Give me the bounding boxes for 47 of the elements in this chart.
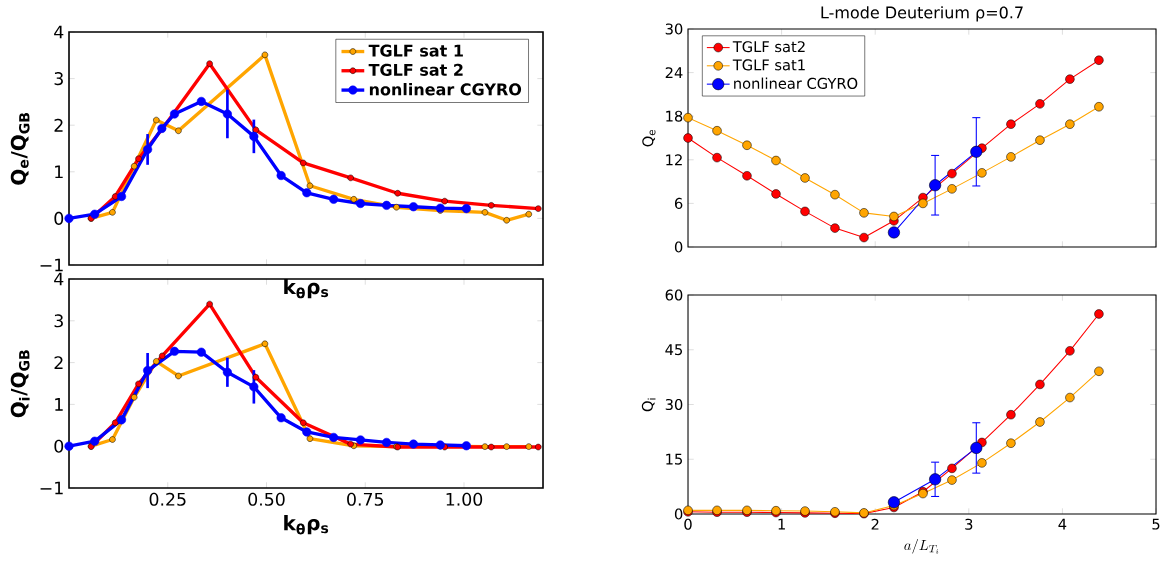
y-tick-label: 0	[54, 211, 64, 225]
y-tick-label: 12	[666, 154, 682, 166]
y-tick-label: 0	[674, 508, 683, 520]
y-tick-label: 24	[665, 67, 683, 79]
x-tick-label: 2	[871, 518, 879, 530]
y-axis-title: Q$_{e}$	[642, 129, 656, 147]
x-tick-label: 0.25	[149, 492, 186, 506]
y-tick-label: 6	[674, 197, 683, 209]
x-axis-title: k$_{θ}$ρ$_{s}$	[284, 278, 329, 299]
y-tick-label: −1	[40, 481, 63, 495]
y-axis-title: Q$_{i}$	[641, 398, 656, 412]
y-tick-label: 30	[665, 398, 683, 411]
y-tick-label: 0	[674, 241, 683, 253]
y-tick-label: 4	[54, 272, 64, 286]
y-axis-title: Q$_{i}$/Q$_{GB}$	[10, 350, 30, 418]
x-axis-title: k$_{θ}$ρ$_{s}$	[284, 514, 329, 535]
y-tick-label: 1	[55, 398, 63, 411]
y-tick-label: 4	[54, 25, 64, 39]
x-tick-label: 0.75	[347, 492, 384, 506]
x-tick-label: 1.00	[446, 492, 483, 506]
legend-label: nonlinear CGYRO	[734, 77, 858, 89]
legend-label: TGLF sat2	[732, 41, 805, 53]
y-tick-label: 60	[665, 289, 683, 301]
y-tick-label: 2	[54, 356, 63, 370]
y-tick-label: 1	[55, 165, 63, 179]
legend-label: TGLF sat 2	[368, 63, 463, 76]
x-tick-label: 3	[965, 518, 973, 530]
y-tick-label: 2	[54, 118, 63, 132]
legend-label: TGLF sat 1	[368, 44, 463, 57]
x-axis-title: $a/L_{T_i}$	[904, 538, 939, 554]
x-tick-label: 4	[1058, 518, 1067, 530]
y-tick-label: 18	[666, 110, 683, 122]
y-tick-label: 15	[666, 453, 683, 465]
y-tick-label: 0	[54, 439, 64, 453]
x-tick-label: 0	[684, 518, 692, 530]
y-tick-label: −1	[40, 258, 63, 272]
y-axis-title: Q$_{e}$/Q$_{GB}$	[10, 113, 30, 185]
legend-label: nonlinear CGYRO	[369, 83, 522, 96]
y-tick-label: 3	[54, 72, 63, 86]
y-tick-label: 3	[54, 314, 63, 328]
y-tick-label: 30	[665, 23, 683, 35]
chart-title: L-mode Deuterium ρ=0.7	[821, 6, 1023, 22]
x-tick-label: 0.50	[248, 492, 285, 506]
legend-label: TGLF sat1	[732, 59, 805, 71]
x-tick-label: 1	[778, 518, 785, 530]
x-tick-label: 5	[1152, 518, 1160, 530]
y-tick-label: 45	[665, 344, 683, 356]
